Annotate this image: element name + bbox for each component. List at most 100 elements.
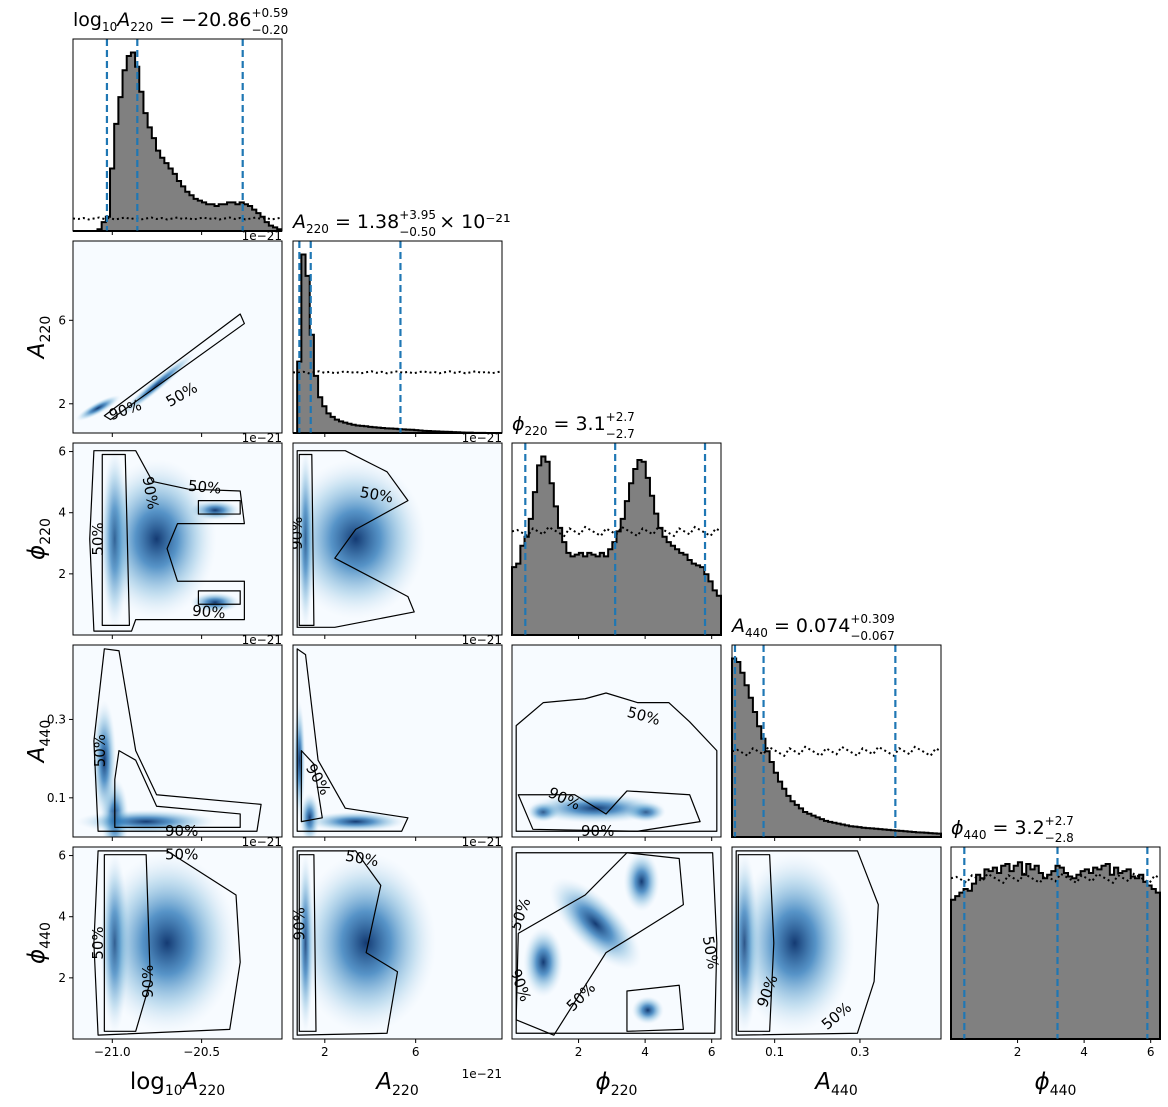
contour-line bbox=[103, 854, 151, 1032]
contour-label: 50% bbox=[91, 734, 109, 767]
histogram-phi220 bbox=[511, 455, 722, 636]
panel-frame bbox=[292, 442, 503, 636]
contour-label: 90% bbox=[139, 965, 157, 998]
panel-A440-vs-phi220: 50%90%90% bbox=[511, 644, 722, 841]
contour-label: 50% bbox=[359, 483, 395, 507]
contour-label: 50% bbox=[699, 935, 723, 971]
x-tick-label-A220: 6 bbox=[412, 1045, 420, 1059]
x-tick-label-logA220: −21.0 bbox=[94, 1045, 131, 1059]
y-tick-label-A220: 2 bbox=[58, 397, 66, 411]
contour-line bbox=[93, 850, 241, 1036]
panel-frame bbox=[511, 644, 722, 838]
contour-label: 90% bbox=[581, 822, 614, 840]
x-tick-label-phi220: 2 bbox=[575, 1045, 583, 1059]
y-axis-label-A440: A440 bbox=[24, 720, 54, 764]
contour-line bbox=[89, 450, 245, 632]
title-minus-phi220: −2.7 bbox=[606, 427, 635, 441]
prior-line-phi440 bbox=[950, 872, 1161, 885]
y-tick-label-phi220: 6 bbox=[58, 445, 66, 459]
x-tick-label-phi220: 6 bbox=[708, 1045, 716, 1059]
contour-line bbox=[515, 852, 684, 1036]
x-tick-label-phi440: 4 bbox=[1080, 1045, 1088, 1059]
title-phi220: ϕ220 = 3.1+2.7 bbox=[512, 410, 635, 438]
panel-frame bbox=[72, 442, 283, 636]
panel-phi440-vs-A220: 50% 90% bbox=[290, 846, 503, 1043]
offset-text: 1e−21 bbox=[242, 431, 282, 445]
x-axis-label-phi220: ϕ220 bbox=[596, 1069, 638, 1099]
panel-frame bbox=[511, 846, 722, 1040]
prior-line-A440 bbox=[731, 745, 942, 758]
density-blob bbox=[549, 877, 642, 970]
panel-A440-vs-A440: A440 = 0.074+0.309−0.067 bbox=[730, 612, 942, 841]
contour-line bbox=[298, 453, 315, 626]
x-tick-label-A440: 0.3 bbox=[850, 1045, 869, 1059]
panel-A440-vs-logA220: 50% 90% 0.1 0.3 1e−21 bbox=[47, 644, 283, 849]
panel-phi440-vs-A440: 90%50% bbox=[731, 846, 942, 1043]
contour-line bbox=[735, 850, 879, 1036]
panel-frame bbox=[292, 846, 503, 1040]
panel-frame bbox=[292, 644, 503, 838]
x-axis-label-logA220: log10A220 bbox=[130, 1069, 225, 1099]
contour-line bbox=[296, 450, 415, 628]
offset-text: 1e−21 bbox=[242, 633, 282, 647]
x-tick-label-phi440: 2 bbox=[1014, 1045, 1022, 1059]
contour-line bbox=[296, 850, 399, 1036]
x-axis-label-A220: A220 bbox=[374, 1069, 418, 1099]
offset-text: 1e−21 bbox=[242, 835, 282, 849]
contour-line bbox=[197, 590, 241, 605]
title-A220: A220 = 1.38+3.95 bbox=[291, 208, 436, 236]
density-blob bbox=[190, 592, 241, 613]
offset-text: 1e−21 bbox=[462, 835, 502, 849]
title-minus-A220: −0.50 bbox=[399, 225, 436, 239]
panel-frame bbox=[72, 240, 283, 434]
panel-logA220-vs-logA220: log10A220 = −20.86+0.59−0.20 1e−21 bbox=[72, 6, 288, 243]
x-tick-label-phi440: 6 bbox=[1147, 1045, 1155, 1059]
y-tick-label-phi440: 2 bbox=[58, 971, 66, 985]
title-minus-A440: −0.067 bbox=[850, 629, 894, 643]
density-blob bbox=[92, 700, 117, 821]
contour-label: 50% bbox=[344, 847, 380, 871]
contour-line bbox=[296, 648, 409, 832]
contour-line bbox=[737, 854, 775, 1032]
offset-text: 1e−21 bbox=[462, 633, 502, 647]
contour-line bbox=[114, 750, 241, 828]
x-tick-label-phi220: 4 bbox=[641, 1045, 649, 1059]
panel-phi440-vs-phi440: ϕ440 = 3.2+2.7−2.8 bbox=[950, 814, 1161, 1043]
contour-line bbox=[515, 692, 718, 832]
title-minus-logA220: −0.20 bbox=[251, 23, 288, 37]
contour-label: 90% bbox=[290, 907, 308, 940]
histogram-A440 bbox=[731, 657, 942, 838]
panel-frame bbox=[72, 644, 283, 838]
density-blob bbox=[118, 352, 196, 418]
contour-line bbox=[517, 790, 701, 832]
y-axis-label-phi220: ϕ220 bbox=[24, 518, 54, 560]
y-tick-label-phi220: 2 bbox=[58, 567, 66, 581]
density-blob bbox=[623, 851, 660, 912]
y-tick-label-phi220: 4 bbox=[58, 506, 66, 520]
histogram-A220 bbox=[293, 253, 502, 434]
panel-phi220-vs-phi220: ϕ220 = 3.1+2.7−2.7 bbox=[511, 410, 722, 639]
title-suffix-A220: × 10⁻²¹ bbox=[439, 211, 510, 233]
panel-frame bbox=[292, 240, 503, 434]
density-blob bbox=[296, 853, 437, 1033]
panel-frame bbox=[511, 442, 722, 636]
density-blob bbox=[97, 853, 238, 1033]
histogram-phi440 bbox=[950, 861, 1161, 1040]
contour-label: 50% bbox=[89, 522, 107, 555]
contour-line bbox=[93, 648, 262, 832]
title-minus-phi440: −2.8 bbox=[1045, 831, 1074, 845]
offset-text: 1e−21 bbox=[462, 431, 502, 445]
offset-text: 1e−21 bbox=[242, 229, 282, 243]
panel-frame bbox=[731, 644, 942, 838]
contour-line bbox=[626, 984, 684, 1032]
contour-label: 50% bbox=[187, 477, 222, 498]
histogram-logA220 bbox=[73, 51, 283, 232]
x-tick-label-A220: 2 bbox=[321, 1045, 329, 1059]
title-A440: A440 = 0.074+0.309 bbox=[730, 612, 895, 640]
x-tick-label-A440: 0.1 bbox=[765, 1045, 784, 1059]
contour-line bbox=[197, 500, 241, 515]
x-tick-label-logA220: −20.5 bbox=[183, 1045, 220, 1059]
title-logA220: log10A220 = −20.86+0.59 bbox=[73, 6, 288, 34]
panel-frame bbox=[72, 846, 283, 1040]
panel-phi440-vs-phi220: 50%50%90%50% bbox=[511, 846, 723, 1043]
